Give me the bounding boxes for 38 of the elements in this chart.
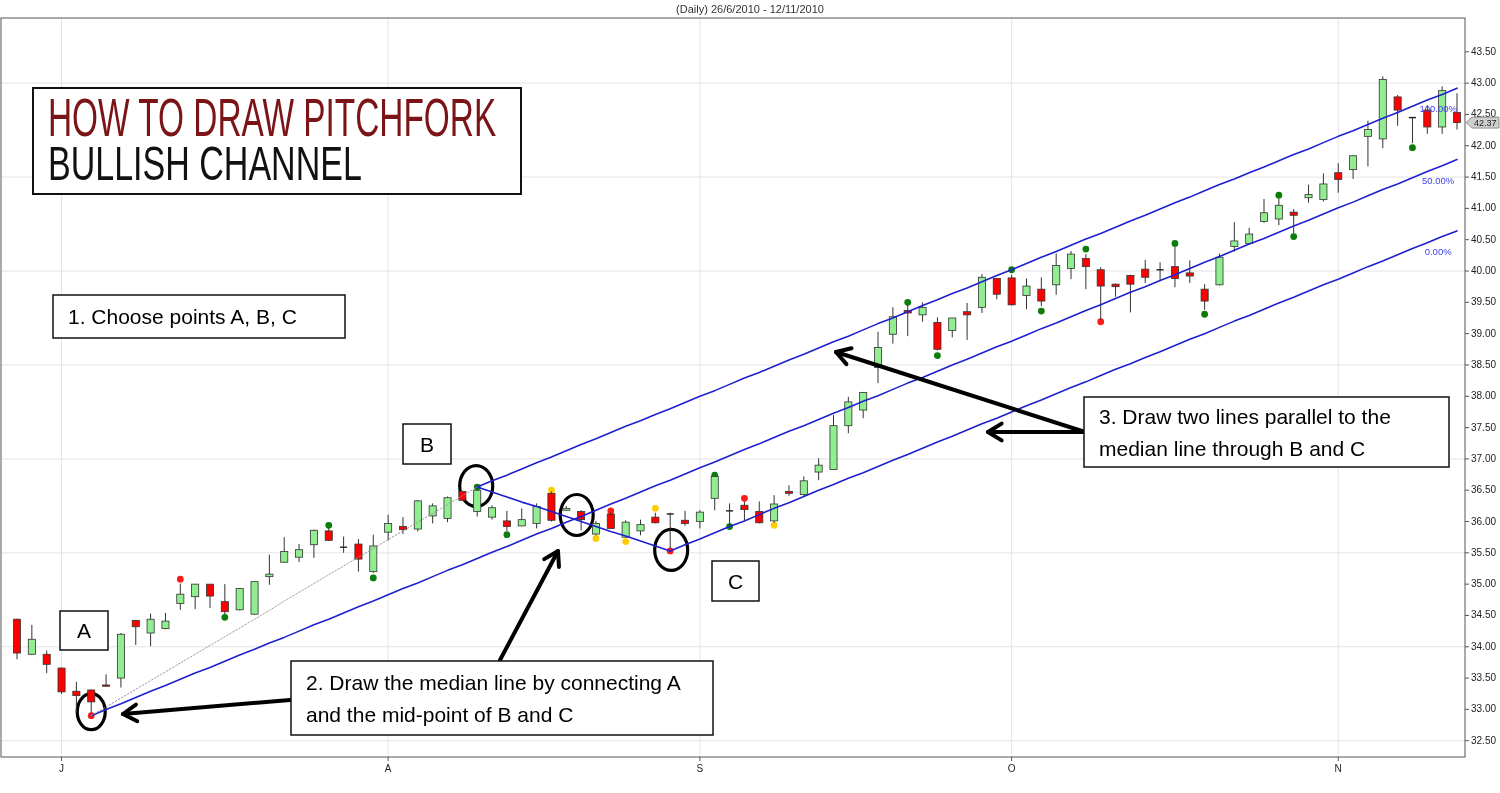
y-tick-label: 32.50 xyxy=(1471,734,1497,746)
x-tick-label: S xyxy=(696,763,704,774)
y-tick-label: 33.50 xyxy=(1471,672,1497,684)
y-tick-label: 34.50 xyxy=(1471,609,1497,621)
y-tick-label: 36.50 xyxy=(1471,484,1497,496)
x-tick-label: J xyxy=(59,763,65,774)
y-tick-label: 37.00 xyxy=(1471,452,1497,464)
y-tick-label: 36.00 xyxy=(1471,515,1497,527)
annotation: 1. Choose points A, B, C xyxy=(68,305,297,328)
annotation: B xyxy=(419,432,435,456)
y-tick-label: 35.50 xyxy=(1471,546,1497,558)
y-tick-label: 35.00 xyxy=(1471,578,1497,590)
x-tick-label: N xyxy=(1334,763,1342,774)
y-tick-label: 42.00 xyxy=(1471,139,1497,151)
y-tick-label: 42.50 xyxy=(1471,108,1497,120)
y-tick-label: 41.50 xyxy=(1471,171,1497,183)
annotation: 50.00% xyxy=(1422,174,1455,186)
y-tick-label: 43.50 xyxy=(1471,45,1497,57)
y-tick-label: 40.50 xyxy=(1471,233,1497,245)
y-tick-label: 40.00 xyxy=(1471,265,1497,277)
annotation: 0.00% xyxy=(1424,245,1453,257)
y-tick-label: 37.50 xyxy=(1471,421,1497,433)
y-tick-label: 43.00 xyxy=(1471,77,1497,89)
y-tick-label: 41.00 xyxy=(1471,202,1497,214)
y-tick-label: 33.00 xyxy=(1471,703,1497,715)
y-tick-label: 38.00 xyxy=(1471,390,1497,402)
y-tick-label: 39.50 xyxy=(1471,296,1497,308)
y-tick-label: 34.00 xyxy=(1471,640,1497,652)
y-tick-label: 38.50 xyxy=(1471,358,1497,370)
annotation: C xyxy=(727,569,744,593)
annotation: 2. Draw the median line by connecting A and the mid-point of B and C xyxy=(306,670,681,726)
y-tick-label: 39.00 xyxy=(1471,327,1497,339)
x-tick-label: O xyxy=(1007,763,1016,774)
annotation: 3. Draw two lines parallel to the median line through B and C xyxy=(1099,404,1391,460)
x-tick-label: A xyxy=(384,763,392,774)
text: 42.37 xyxy=(1474,117,1497,128)
annotation: A xyxy=(76,619,92,642)
text: (Daily) 26/6/2010 - 12/11/2010 xyxy=(676,3,824,15)
